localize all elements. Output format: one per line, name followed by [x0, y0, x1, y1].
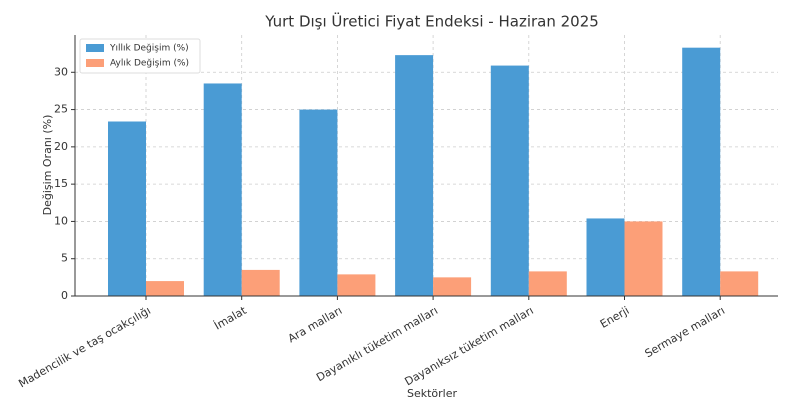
y-tick-label: 0 [61, 289, 68, 302]
legend-swatch [86, 44, 104, 52]
legend-label: Aylık Değişim (%) [110, 59, 189, 69]
bar [108, 121, 146, 296]
legend-label: Yıllık Değişim (%) [109, 44, 189, 54]
bar [395, 55, 434, 297]
bar [586, 218, 625, 296]
bar [682, 47, 721, 297]
y-tick-label: 25 [54, 103, 68, 116]
bar [299, 109, 338, 296]
x-tick-label: Madencilik ve taş ocakçılığı [16, 304, 153, 390]
bar [146, 281, 184, 296]
y-axis-label: Değişim Oranı (%) [41, 115, 54, 216]
y-tick-label: 10 [54, 214, 68, 227]
bar [490, 65, 529, 297]
x-tick-label: Sermaye malları [643, 304, 728, 360]
y-tick-label: 30 [54, 65, 68, 78]
bar [241, 269, 280, 296]
bar [624, 221, 663, 296]
legend-swatch [86, 59, 104, 67]
x-tick-label: Ara malları [286, 304, 345, 345]
chart-title: Yurt Dışı Üretici Fiyat Endeksi - Hazira… [264, 12, 599, 31]
x-axis-label: Sektörler [407, 387, 458, 400]
y-tick-label: 5 [61, 252, 68, 265]
x-tick-label: İmalat [212, 304, 249, 333]
bar [433, 277, 472, 296]
bar [203, 83, 242, 296]
bar [337, 274, 376, 296]
bar [720, 271, 759, 296]
x-tick-label: Enerji [598, 304, 632, 331]
y-tick-label: 20 [54, 140, 68, 153]
y-tick-label: 15 [54, 177, 68, 190]
bar [528, 271, 567, 296]
legend-box [79, 38, 201, 74]
